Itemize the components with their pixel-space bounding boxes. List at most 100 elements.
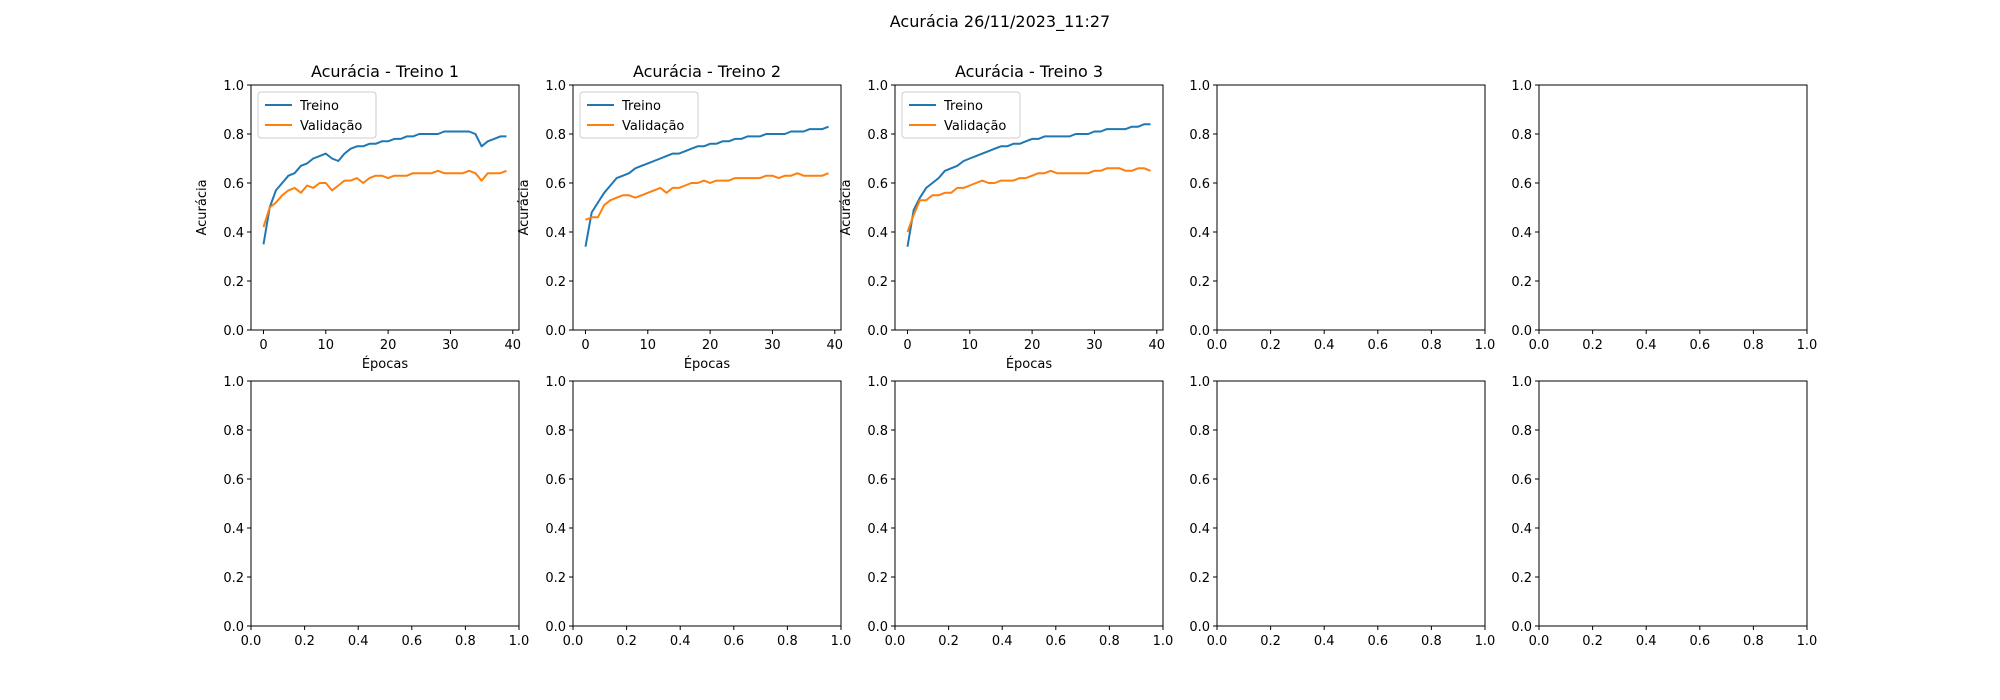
x-tick-label: 10: [962, 338, 979, 353]
y-axis-label: Acurácia: [517, 179, 532, 235]
y-tick-label: 0.6: [1189, 177, 1210, 192]
x-tick-label: 0.2: [294, 634, 315, 649]
axes-frame: [894, 380, 1164, 627]
y-tick-label: 0.4: [867, 226, 888, 241]
y-tick-label: 0.0: [1189, 324, 1210, 339]
axes-frame: [250, 84, 520, 331]
y-axis-label: Acurácia: [839, 179, 854, 235]
y-tick-label: 0.4: [867, 522, 888, 537]
axes-frame: [1216, 380, 1486, 627]
y-tick-label: 1.0: [223, 375, 244, 390]
y-tick-label: 0.0: [545, 324, 566, 339]
x-tick-label: 1.0: [1475, 634, 1496, 649]
x-axis-label: Épocas: [362, 356, 409, 372]
x-tick-label: 1.0: [1153, 634, 1174, 649]
x-tick-label: 40: [1148, 338, 1165, 353]
y-tick-label: 0.0: [1189, 620, 1210, 635]
y-tick-label: 1.0: [545, 375, 566, 390]
x-tick-label: 0.6: [1045, 634, 1066, 649]
y-tick-label: 0.4: [223, 226, 244, 241]
legend: Treino Validação: [257, 91, 377, 139]
axes-frame: [1216, 84, 1486, 331]
subplot-4: 0.0 0.2 0.4 0.6 0.8 1.0 0.0 0.2 0.4 0.6 0.8 1.0: [1189, 79, 1495, 353]
y-tick-label: 0.4: [545, 226, 566, 241]
y-tick-label: 0.6: [867, 177, 888, 192]
y-tick-label: 0.6: [223, 473, 244, 488]
y-tick-label: 0.0: [223, 620, 244, 635]
y-tick-label: 0.2: [1511, 571, 1532, 586]
axes-frame: [572, 84, 842, 331]
x-tick-label: 20: [702, 338, 719, 353]
x-axis-label: Épocas: [1006, 356, 1053, 372]
x-tick-label: 0.6: [1689, 634, 1710, 649]
x-tick-label: 30: [764, 338, 781, 353]
series-line-treino: [262, 130, 507, 245]
subplot-title: Acurácia - Treino 1: [311, 62, 459, 81]
x-tick-label: 0.6: [723, 634, 744, 649]
x-tick-label: 0.2: [1260, 634, 1281, 649]
x-tick-label: 0.4: [670, 634, 691, 649]
subplots-grid: 0.0 0.2 0.4 0.6 0.8 1.0 0 10 20 30 40 Acurácia - Tr…: [195, 62, 1817, 649]
x-tick-label: 0.0: [885, 634, 906, 649]
y-tick-label: 0.8: [1189, 424, 1210, 439]
x-tick-label: 1.0: [1797, 338, 1818, 353]
series-line-treino: [584, 125, 829, 247]
y-axis-label: Acurácia: [195, 179, 210, 235]
legend: Treino Validação: [579, 91, 699, 139]
legend-label-treino: Treino: [621, 99, 661, 114]
y-tick-label: 1.0: [1189, 375, 1210, 390]
y-tick-label: 0.2: [1511, 275, 1532, 290]
x-tick-label: 1.0: [1797, 634, 1818, 649]
subplot-5: 0.0 0.2 0.4 0.6 0.8 1.0 0.0 0.2 0.4 0.6 0.8 1.0: [1511, 79, 1817, 353]
x-tick-label: 30: [1086, 338, 1103, 353]
y-tick-label: 0.4: [1189, 226, 1210, 241]
y-tick-label: 0.2: [223, 275, 244, 290]
y-tick-label: 0.4: [545, 522, 566, 537]
subplot-10: 0.0 0.2 0.4 0.6 0.8 1.0 0.0 0.2 0.4 0.6 0.8 1.0: [1511, 375, 1817, 649]
y-tick-label: 0.8: [545, 128, 566, 143]
x-tick-label: 0.4: [1314, 338, 1335, 353]
legend-label-treino: Treino: [299, 99, 339, 114]
x-tick-label: 0.6: [1367, 634, 1388, 649]
axes-frame: [250, 380, 520, 627]
x-tick-label: 0.2: [616, 634, 637, 649]
legend-label-validacao: Validação: [300, 119, 362, 134]
y-tick-label: 0.0: [1511, 620, 1532, 635]
x-tick-label: 0: [581, 338, 589, 353]
y-tick-label: 0.6: [545, 473, 566, 488]
x-tick-label: 0.4: [348, 634, 369, 649]
y-tick-label: 0.8: [223, 424, 244, 439]
x-tick-label: 0.0: [563, 634, 584, 649]
y-tick-label: 1.0: [867, 79, 888, 94]
x-tick-label: 40: [826, 338, 843, 353]
y-tick-label: 0.0: [223, 324, 244, 339]
subplot-2: 0.0 0.2 0.4 0.6 0.8 1.0 0 10 20 30 40 Acurácia - Tr…: [517, 62, 843, 372]
y-tick-label: 0.8: [1511, 128, 1532, 143]
x-tick-label: 1.0: [509, 634, 530, 649]
subplot-9: 0.0 0.2 0.4 0.6 0.8 1.0 0.0 0.2 0.4 0.6 0.8 1.0: [1189, 375, 1495, 649]
x-tick-label: 0.0: [1207, 338, 1228, 353]
y-tick-label: 1.0: [1189, 79, 1210, 94]
y-tick-label: 0.6: [1189, 473, 1210, 488]
y-tick-label: 0.6: [1511, 177, 1532, 192]
x-tick-label: 0.6: [401, 634, 422, 649]
x-tick-label: 0.8: [455, 634, 476, 649]
y-tick-label: 0.0: [1511, 324, 1532, 339]
y-tick-label: 0.6: [545, 177, 566, 192]
x-tick-label: 10: [640, 338, 657, 353]
legend-label-validacao: Validação: [944, 119, 1006, 134]
x-tick-label: 0.8: [1421, 338, 1442, 353]
y-tick-label: 1.0: [223, 79, 244, 94]
x-tick-label: 30: [442, 338, 459, 353]
y-tick-label: 0.2: [545, 571, 566, 586]
y-tick-label: 0.6: [223, 177, 244, 192]
x-tick-label: 0.0: [1529, 338, 1550, 353]
axes-frame: [572, 380, 842, 627]
y-tick-label: 0.0: [867, 324, 888, 339]
y-tick-label: 1.0: [1511, 79, 1532, 94]
y-tick-label: 1.0: [545, 79, 566, 94]
axes-frame: [1538, 84, 1808, 331]
x-axis-label: Épocas: [684, 356, 731, 372]
subplot-6: 0.0 0.2 0.4 0.6 0.8 1.0 0.0 0.2 0.4 0.6 0.8 1.0: [223, 375, 529, 649]
x-tick-label: 0.8: [777, 634, 798, 649]
